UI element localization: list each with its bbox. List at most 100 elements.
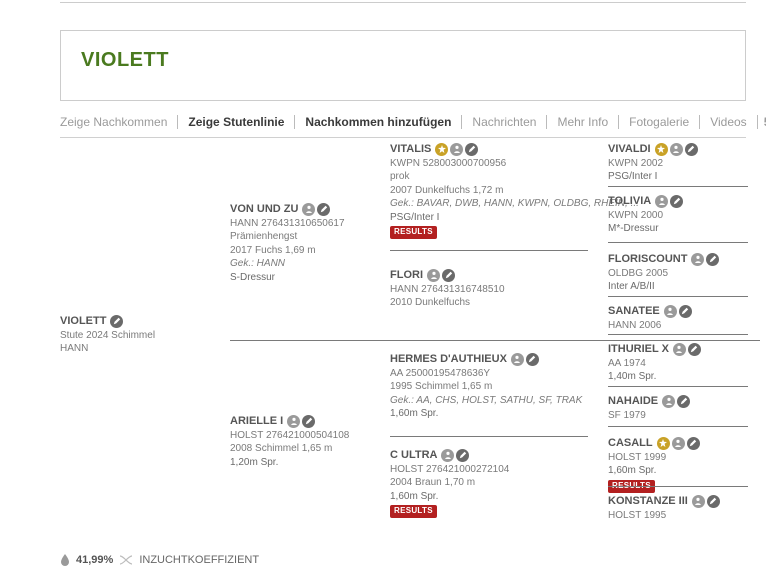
- tab-nachkommen-hinzuf-gen[interactable]: Nachkommen hinzufügen: [295, 115, 462, 129]
- info-badge-icon: [692, 495, 705, 508]
- edit-badge-icon: [317, 203, 330, 216]
- horse-name: NAHAIDE: [608, 394, 658, 409]
- horse-name: C ULTRA: [390, 448, 437, 463]
- badge-row: [427, 269, 455, 282]
- badge-row: [110, 315, 123, 328]
- page-title: VIOLETT: [81, 49, 725, 72]
- results-tag[interactable]: RESULTS: [390, 226, 437, 239]
- edit-badge-icon: [707, 495, 720, 508]
- badge-row: [435, 143, 478, 156]
- tab-zeige-stutenlinie[interactable]: Zeige Stutenlinie: [178, 115, 295, 129]
- horse-node[interactable]: VON UND ZUHANN 276431310650617Prämienhen…: [230, 202, 345, 284]
- horse-detail: 2010 Dunkelfuchs: [390, 296, 505, 310]
- horse-node[interactable]: C ULTRAHOLST 2764210002721042004 Braun 1…: [390, 448, 509, 518]
- horse-detail: SF 1979: [608, 409, 690, 423]
- horse-detail: 2017 Fuchs 1,69 m: [230, 244, 345, 258]
- tab-fotogalerie[interactable]: Fotogalerie: [619, 115, 700, 129]
- horse-name: ITHURIEL X: [608, 342, 669, 357]
- horse-name: KONSTANZE III: [608, 494, 688, 509]
- horse-detail: KWPN 2002: [608, 157, 698, 171]
- horse-name: ARIELLE I: [230, 414, 283, 429]
- badge-row: [655, 195, 683, 208]
- tab-overflow-marker: 5 6: [758, 115, 766, 129]
- badge-row: [692, 495, 720, 508]
- info-badge-icon: [302, 203, 315, 216]
- horse-name: SANATEE: [608, 304, 660, 319]
- badge-row: [302, 203, 330, 216]
- horse-detail: HANN: [60, 342, 155, 356]
- horse-licensing: Gek.: HANN: [230, 257, 345, 271]
- horse-detail: HANN 2006: [608, 319, 692, 333]
- horse-detail: 1995 Schimmel 1,65 m: [390, 380, 582, 394]
- horse-node[interactable]: SANATEEHANN 2006: [608, 304, 692, 332]
- edit-badge-icon: [687, 437, 700, 450]
- edit-badge-icon: [302, 415, 315, 428]
- horse-name: CASALL: [608, 436, 653, 451]
- pedigree-separator: [390, 250, 588, 251]
- pedigree-separator: [390, 340, 588, 341]
- horse-detail: HOLST 1999: [608, 451, 700, 465]
- horse-node[interactable]: VIVALDIKWPN 2002PSG/Inter I: [608, 142, 698, 184]
- horse-detail: HANN 276431310650617: [230, 217, 345, 231]
- horse-node[interactable]: VITALISKWPN 528003000700956prok2007 Dunk…: [390, 142, 639, 239]
- horse-node[interactable]: FLORISCOUNTOLDBG 2005Inter A/B/II: [608, 252, 719, 294]
- pedigree-tree: VIOLETTStute 2024 SchimmelHANN VON UND ZU…: [60, 142, 746, 522]
- edit-badge-icon: [526, 353, 539, 366]
- pedigree-separator: [608, 426, 748, 427]
- tab-mehr-info[interactable]: Mehr Info: [547, 115, 619, 129]
- horse-detail: AA 25000195478636Y: [390, 367, 582, 381]
- info-badge-icon: [664, 305, 677, 318]
- edit-badge-icon: [670, 195, 683, 208]
- top-rule: [60, 2, 746, 6]
- badge-row: [657, 437, 700, 450]
- horse-detail: HOLST 276421000272104: [390, 463, 509, 477]
- horse-performance: M*-Dressur: [608, 222, 683, 236]
- horse-name: HERMES D'AUTHIEUX: [390, 352, 507, 367]
- horse-node[interactable]: HERMES D'AUTHIEUXAA 25000195478636Y1995 …: [390, 352, 582, 421]
- horse-name: VIOLETT: [60, 314, 106, 329]
- results-tag[interactable]: RESULTS: [390, 505, 437, 518]
- horse-performance: 1,20m Spr.: [230, 456, 349, 470]
- tab-nachrichten[interactable]: Nachrichten: [462, 115, 547, 129]
- horse-performance: S-Dressur: [230, 271, 345, 285]
- gold-badge-icon: [655, 143, 668, 156]
- horse-node[interactable]: VIOLETTStute 2024 SchimmelHANN: [60, 314, 155, 356]
- tab-videos[interactable]: Videos: [700, 115, 757, 129]
- edit-badge-icon: [442, 269, 455, 282]
- horse-name: VON UND ZU: [230, 202, 298, 217]
- badge-row: [662, 395, 690, 408]
- edit-badge-icon: [706, 253, 719, 266]
- horse-node[interactable]: ITHURIEL XAA 19741,40m Spr.: [608, 342, 701, 384]
- horse-performance: Inter A/B/II: [608, 280, 719, 294]
- horse-node[interactable]: ARIELLE IHOLST 2764210005041082008 Schim…: [230, 414, 349, 469]
- pedigree-separator: [390, 436, 588, 437]
- pedigree-separator: [608, 486, 748, 487]
- horse-name: FLORISCOUNT: [608, 252, 687, 267]
- horse-performance: 1,60m Spr.: [608, 464, 700, 478]
- horse-node[interactable]: TOLIVIAKWPN 2000M*-Dressur: [608, 194, 683, 236]
- horse-node[interactable]: FLORIHANN 2764313167485102010 Dunkelfuch…: [390, 268, 505, 310]
- info-badge-icon: [670, 143, 683, 156]
- horse-node[interactable]: CASALLHOLST 19991,60m Spr.RESULTS: [608, 436, 700, 493]
- horse-node[interactable]: NAHAIDESF 1979: [608, 394, 690, 422]
- info-badge-icon: [511, 353, 524, 366]
- badge-row: [511, 353, 539, 366]
- horse-detail: Prämienhengst: [230, 230, 345, 244]
- horse-licensing: Gek.: AA, CHS, HOLST, SATHU, SF, TRAK: [390, 394, 582, 408]
- horse-performance: 1,40m Spr.: [608, 370, 701, 384]
- info-badge-icon: [662, 395, 675, 408]
- edit-badge-icon: [465, 143, 478, 156]
- horse-detail: 2004 Braun 1,70 m: [390, 476, 509, 490]
- badge-row: [287, 415, 315, 428]
- horse-detail: HOLST 1995: [608, 509, 720, 523]
- horse-node[interactable]: KONSTANZE IIIHOLST 1995: [608, 494, 720, 522]
- horse-name: FLORI: [390, 268, 423, 283]
- inbreeding-percent: 41,99%: [76, 554, 113, 566]
- pedigree-separator: [608, 186, 748, 187]
- horse-detail: KWPN 2000: [608, 209, 683, 223]
- footer-inbreeding: 41,99% INZUCHTKOEFFIZIENT: [60, 554, 259, 566]
- tab-zeige-nachkommen[interactable]: Zeige Nachkommen: [60, 115, 178, 129]
- badge-row: [441, 449, 469, 462]
- horse-detail: 2008 Schimmel 1,65 m: [230, 442, 349, 456]
- horse-name: VIVALDI: [608, 142, 651, 157]
